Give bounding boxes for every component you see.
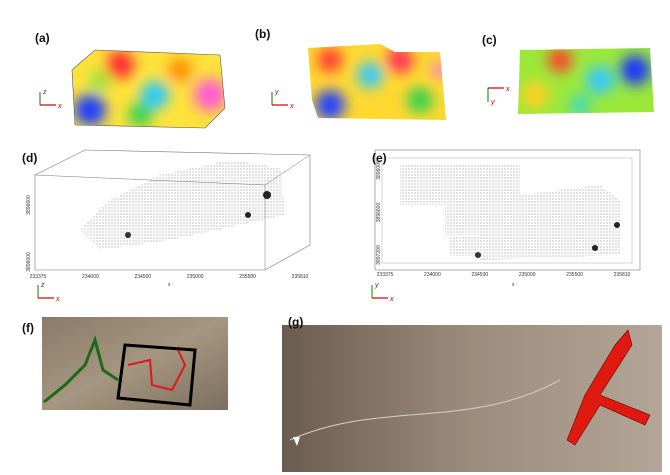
panel-label: (b) xyxy=(255,27,270,41)
x-tick-label: 234000 xyxy=(82,274,99,280)
axis-letter: y xyxy=(490,99,495,106)
x-tick-label: 235500 xyxy=(239,274,256,280)
y-tick-label: 3896600 xyxy=(26,195,32,215)
axis-letter: x xyxy=(57,103,62,110)
axis-letter: x xyxy=(389,296,394,303)
x-tick-label: 234500 xyxy=(471,272,488,278)
panel-label: (a) xyxy=(35,31,50,45)
axis-letter: y xyxy=(274,89,279,96)
x-tick-label: 235810 xyxy=(292,274,309,280)
axis-letter: z xyxy=(42,89,47,96)
x-tick-label: 234000 xyxy=(424,272,441,278)
axis-letter: x xyxy=(55,296,60,303)
x-tick-label: 235500 xyxy=(566,272,583,278)
panel-label: (c) xyxy=(482,33,497,47)
axis-letter: z xyxy=(40,282,45,289)
point-cloud-e xyxy=(375,150,640,270)
y-tick-label: 3896600 xyxy=(376,203,382,223)
panel-label: (d) xyxy=(22,151,37,165)
satellite-g xyxy=(282,325,662,472)
y-tick-label: 3896000 xyxy=(376,160,382,180)
point-cloud-d xyxy=(35,150,310,270)
axis-letter: x xyxy=(505,86,510,93)
x-tick-label: 235000 xyxy=(519,272,536,278)
axis-letter: x xyxy=(289,103,294,110)
heatmap-c xyxy=(515,45,657,117)
y-tick-label: 3897200 xyxy=(376,245,382,265)
x-tick-label: 233375 xyxy=(30,274,47,280)
x-tick-label: 234500 xyxy=(134,274,151,280)
panel-label: (g) xyxy=(288,315,303,329)
heatmap-a xyxy=(70,45,230,135)
x-tick-label: 235000 xyxy=(187,274,204,280)
x-tick-label: 235810 xyxy=(614,272,631,278)
axis-title: x xyxy=(168,282,171,288)
x-tick-label: 233375 xyxy=(377,272,394,278)
y-tick-label: 3896000 xyxy=(26,252,32,272)
panel-label: (f) xyxy=(22,321,34,335)
satellite-f xyxy=(42,317,228,410)
axis-title: x xyxy=(512,282,515,288)
heatmap-b xyxy=(305,40,450,125)
axis-letter: y xyxy=(374,282,379,289)
figure: (a) (b) (c) (d) (e) (f) (g) z x y x y x … xyxy=(0,0,670,475)
